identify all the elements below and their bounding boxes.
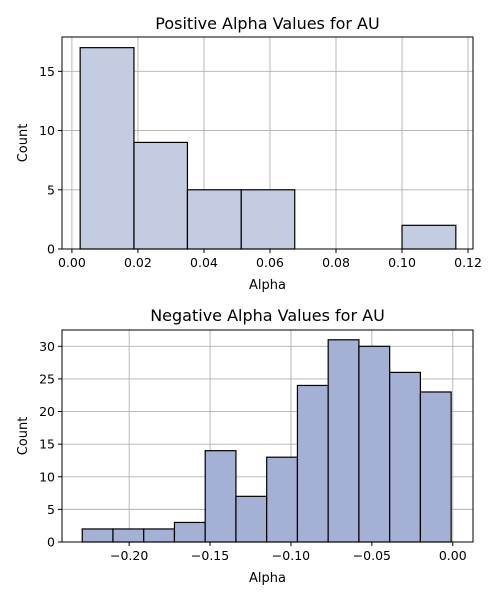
histogram-bar	[389, 371, 422, 543]
x-tick-label: 0.00	[439, 548, 467, 563]
histogram-bar	[358, 345, 391, 543]
histogram-bar	[173, 521, 206, 543]
x-tick-label: −0.10	[272, 548, 310, 563]
y-tick-label: 5	[47, 502, 55, 517]
x-axis-label: Alpha	[249, 571, 286, 586]
histogram-bar	[79, 47, 135, 250]
y-tick-label: 20	[39, 404, 55, 419]
y-tick-label: 0	[47, 242, 55, 257]
y-tick-label: 10	[39, 123, 55, 138]
histogram-bar	[419, 391, 452, 543]
histogram-bar	[81, 528, 114, 543]
x-tick-label: 0.08	[322, 255, 350, 270]
histogram-bar	[327, 339, 360, 543]
histogram-bar	[186, 189, 242, 250]
x-tick-label: −0.20	[110, 548, 148, 563]
x-tick-label: −0.05	[353, 548, 391, 563]
x-tick-label: 0.04	[190, 255, 218, 270]
chart-title: Positive Alpha Values for AU	[155, 14, 379, 33]
histogram-bar	[112, 528, 145, 543]
histogram-bar	[204, 450, 237, 543]
histogram-bar	[143, 528, 176, 543]
histogram-bar	[266, 456, 299, 543]
axes-frame	[61, 36, 474, 250]
x-axis-label: Alpha	[249, 278, 286, 293]
y-tick-label: 5	[47, 182, 55, 197]
x-tick-label: 0.02	[124, 255, 152, 270]
x-tick-label: 0.10	[388, 255, 416, 270]
y-tick-label: 15	[39, 64, 55, 79]
x-tick-label: 0.12	[454, 255, 482, 270]
x-tick-label: 0.00	[58, 255, 86, 270]
y-tick-label: 10	[39, 469, 55, 484]
y-tick-label: 30	[39, 339, 55, 354]
negative-alpha-histogram: −0.20 −0.15 −0.10 −0.05 0.00 0 5 10 15 20 25 30 Neg…	[16, 306, 474, 586]
y-tick-label: 25	[39, 371, 55, 386]
histogram-bar	[133, 141, 189, 250]
histogram-bar	[401, 224, 457, 250]
y-axis-label: Count	[16, 417, 31, 456]
histogram-bar	[240, 189, 296, 250]
chart-title: Negative Alpha Values for AU	[150, 306, 385, 325]
x-tick-label: 0.06	[256, 255, 284, 270]
x-tick-label: −0.15	[191, 548, 229, 563]
y-tick-label: 15	[39, 437, 55, 452]
y-tick-label: 0	[47, 535, 55, 550]
histogram-bar	[235, 495, 268, 543]
histogram-bar	[296, 384, 329, 543]
positive-alpha-histogram: 0.00 0.02 0.04 0.06 0.08 0.10 0.12 0 5 10 15 Posit…	[16, 14, 482, 293]
y-axis-label: Count	[16, 124, 31, 163]
axes-frame	[61, 329, 474, 543]
